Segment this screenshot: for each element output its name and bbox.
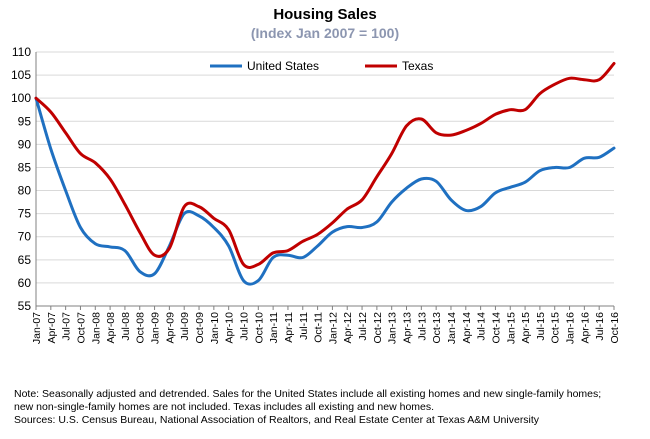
x-tick-label: Jul-13 xyxy=(416,312,428,341)
x-tick-label: Oct-08 xyxy=(135,312,147,344)
x-tick-label: Apr-08 xyxy=(105,312,117,344)
chart-title: Housing Sales xyxy=(273,6,377,23)
legend-label: United States xyxy=(247,59,319,73)
x-tick-label: Jan-08 xyxy=(90,312,102,344)
y-tick-label: 90 xyxy=(18,137,32,151)
x-tick-label: Apr-13 xyxy=(402,312,414,344)
x-tick-label: Jan-11 xyxy=(268,312,280,343)
x-tick-label: Apr-10 xyxy=(224,312,236,344)
x-tick-label: Jul-08 xyxy=(120,312,132,341)
x-tick-label: Jul-16 xyxy=(594,312,606,341)
y-tick-label: 65 xyxy=(18,253,32,267)
x-tick-label: Oct-12 xyxy=(372,312,384,344)
x-tick-label: Oct-14 xyxy=(490,312,502,344)
y-tick-label: 85 xyxy=(18,160,32,174)
x-tick-label: Oct-13 xyxy=(431,312,443,344)
x-tick-label: Oct-15 xyxy=(550,312,562,344)
x-tick-label: Oct-09 xyxy=(194,312,206,344)
y-tick-label: 70 xyxy=(18,230,32,244)
note-line-2: new non-single-family homes are not incl… xyxy=(14,401,435,413)
x-tick-label: Oct-16 xyxy=(609,312,621,344)
x-tick-label: Jul-14 xyxy=(476,312,488,341)
y-tick-label: 105 xyxy=(11,68,31,82)
x-tick-label: Jul-07 xyxy=(61,312,73,341)
y-tick-label: 100 xyxy=(11,91,31,105)
chart-subtitle: (Index Jan 2007 = 100) xyxy=(250,25,400,41)
x-tick-label: Oct-07 xyxy=(75,312,87,344)
x-tick-label: Apr-16 xyxy=(579,312,591,344)
series-line-texas xyxy=(34,62,616,269)
y-tick-label: 60 xyxy=(18,276,32,290)
y-tick-label: 95 xyxy=(18,114,32,128)
x-tick-label: Jul-10 xyxy=(238,312,250,341)
x-tick-label: Jul-12 xyxy=(357,312,369,341)
series-line-united-states xyxy=(34,96,616,286)
y-tick-label: 80 xyxy=(18,184,32,198)
x-tick-label: Jan-13 xyxy=(387,312,399,344)
x-tick-label: Jan-12 xyxy=(327,312,339,344)
x-tick-label: Jan-15 xyxy=(505,312,517,344)
x-tick-label: Apr-09 xyxy=(164,312,176,344)
x-tick-label: Apr-07 xyxy=(46,312,58,344)
x-tick-label: Oct-11 xyxy=(313,312,325,343)
sources-line: Sources: U.S. Census Bureau, National As… xyxy=(14,414,540,426)
x-tick-label: Jan-07 xyxy=(31,312,43,344)
x-tick-label: Apr-15 xyxy=(520,312,532,344)
y-tick-label: 55 xyxy=(18,299,32,313)
x-tick-label: Apr-14 xyxy=(461,312,473,344)
x-tick-label: Jul-15 xyxy=(535,312,547,341)
y-tick-label: 75 xyxy=(18,207,32,221)
x-tick-label: Jul-11 xyxy=(298,312,310,340)
x-tick-label: Apr-11 xyxy=(283,312,295,343)
x-tick-label: Jan-09 xyxy=(150,312,162,344)
x-tick-label: Jan-16 xyxy=(565,312,577,344)
chart-notes: Note: Seasonally adjusted and detrended.… xyxy=(14,388,644,427)
note-line-1: Note: Seasonally adjusted and detrended.… xyxy=(14,388,602,400)
x-tick-label: Jan-14 xyxy=(446,312,458,344)
x-tick-label: Jul-09 xyxy=(179,312,191,341)
x-tick-label: Apr-12 xyxy=(342,312,354,344)
legend-label: Texas xyxy=(402,59,433,73)
x-tick-label: Oct-10 xyxy=(253,312,265,344)
x-tick-label: Jan-10 xyxy=(209,312,221,344)
y-tick-label: 110 xyxy=(12,45,31,59)
